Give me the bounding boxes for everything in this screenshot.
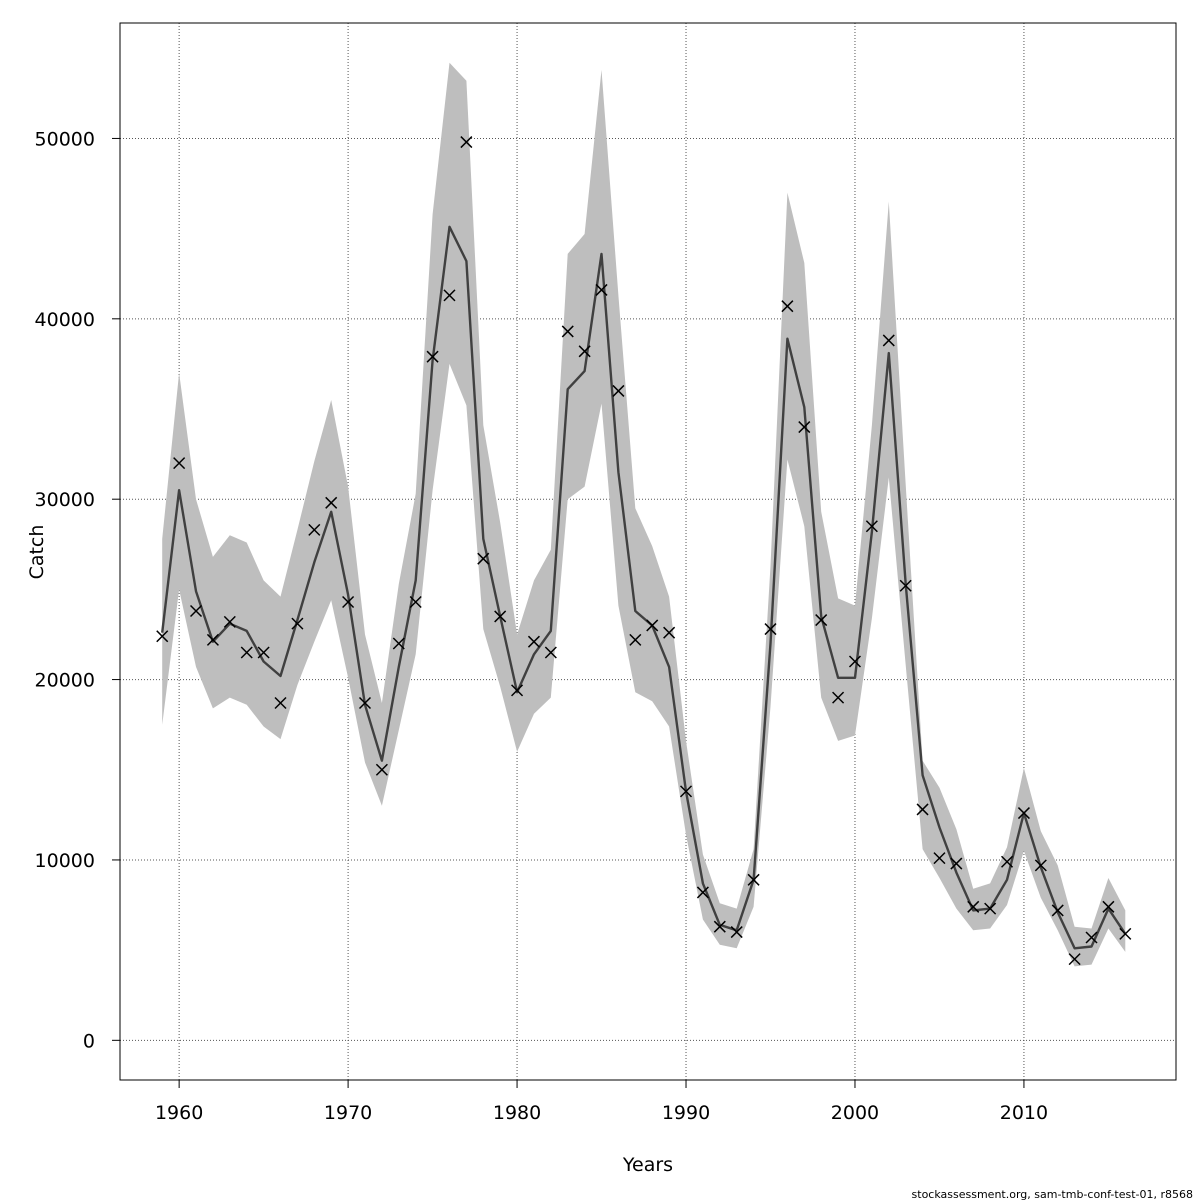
- observed-point: [713, 920, 726, 933]
- observed-point: [1051, 904, 1064, 917]
- observed-point: [764, 623, 777, 636]
- x-tick-label: 2010: [1000, 1102, 1048, 1124]
- observed-point: [612, 384, 625, 397]
- observed-point: [257, 646, 270, 659]
- observed-point: [460, 136, 473, 149]
- y-tick-label: 20000: [35, 670, 95, 692]
- x-tick-label: 1970: [324, 1102, 372, 1124]
- observed-point: [511, 684, 524, 697]
- observed-point: [916, 803, 929, 816]
- observed-point: [274, 696, 287, 710]
- observed-point: [899, 579, 912, 592]
- observed-point: [426, 350, 439, 363]
- observed-point: [1085, 931, 1098, 944]
- observed-point: [443, 289, 456, 302]
- observed-point: [206, 633, 219, 646]
- fitted-line: [161, 225, 1127, 950]
- y-tick-label: 50000: [35, 128, 95, 150]
- observed-point: [240, 646, 253, 659]
- observed-point: [544, 646, 557, 659]
- x-axis-title: Years: [622, 1154, 673, 1176]
- observed-point: [173, 457, 186, 470]
- observed-point: [156, 630, 169, 643]
- observed-point: [1068, 953, 1081, 966]
- observed-point: [950, 857, 963, 870]
- observed-point: [730, 926, 743, 939]
- observed-point: [882, 334, 895, 347]
- observed-point: [1102, 900, 1115, 913]
- observed-point: [663, 626, 676, 639]
- observed-point: [679, 785, 693, 798]
- x-tick-label: 2000: [831, 1102, 879, 1124]
- y-axis-title: Catch: [26, 525, 48, 580]
- observed-point: [375, 763, 388, 776]
- observed-point: [629, 633, 642, 646]
- observed-point: [798, 421, 811, 434]
- observed-point: [865, 520, 878, 533]
- observed-point: [494, 610, 507, 623]
- x-axis: 1960 1970 1980 1990 2000 2010: [155, 1080, 1048, 1124]
- observed-point: [848, 655, 862, 668]
- observed-point: [477, 552, 490, 565]
- confidence-band-group: [162, 62, 1126, 967]
- observed-point: [342, 595, 355, 609]
- observed-point: [527, 635, 540, 648]
- x-tick-label: 1980: [493, 1102, 541, 1124]
- observed-point: [358, 696, 372, 710]
- observed-point: [1034, 859, 1047, 872]
- observed-point: [967, 900, 980, 913]
- y-tick-label: 40000: [35, 309, 95, 331]
- footer-credit: stockassessment.org, sam-tmb-conf-test-0…: [912, 1188, 1193, 1200]
- observed-point: [325, 496, 338, 509]
- observed-point: [1119, 927, 1132, 940]
- y-tick-label: 30000: [35, 489, 95, 511]
- observed-point: [409, 595, 422, 609]
- y-tick-label: 10000: [35, 850, 95, 872]
- observed-point: [392, 637, 405, 650]
- fitted-line-group: [161, 225, 1127, 950]
- observed-point: [1017, 807, 1030, 820]
- x-tick-label: 1990: [662, 1102, 710, 1124]
- observed-point: [781, 300, 794, 313]
- observed-point: [308, 523, 321, 536]
- observed-point: [747, 873, 760, 886]
- confidence-band: [162, 62, 1126, 967]
- observed-point: [1001, 855, 1014, 868]
- observed-point: [291, 617, 304, 630]
- observed-point: [578, 345, 591, 358]
- observed-point: [595, 283, 608, 296]
- observed-point: [561, 325, 574, 338]
- observed-markers: [156, 136, 1132, 966]
- y-axis: 0 10000 20000 30000 40000 50000: [35, 128, 120, 1052]
- observed-point: [646, 619, 659, 632]
- y-tick-label: 0: [83, 1030, 95, 1052]
- observed-point: [832, 691, 845, 704]
- x-tick-label: 1960: [155, 1102, 203, 1124]
- observed-point: [223, 615, 236, 628]
- observed-point: [984, 902, 997, 915]
- observed-point: [190, 604, 203, 618]
- observed-point: [696, 886, 709, 899]
- observed-point: [933, 852, 946, 865]
- plot-frame: [119, 22, 1177, 1081]
- observed-point: [815, 614, 828, 627]
